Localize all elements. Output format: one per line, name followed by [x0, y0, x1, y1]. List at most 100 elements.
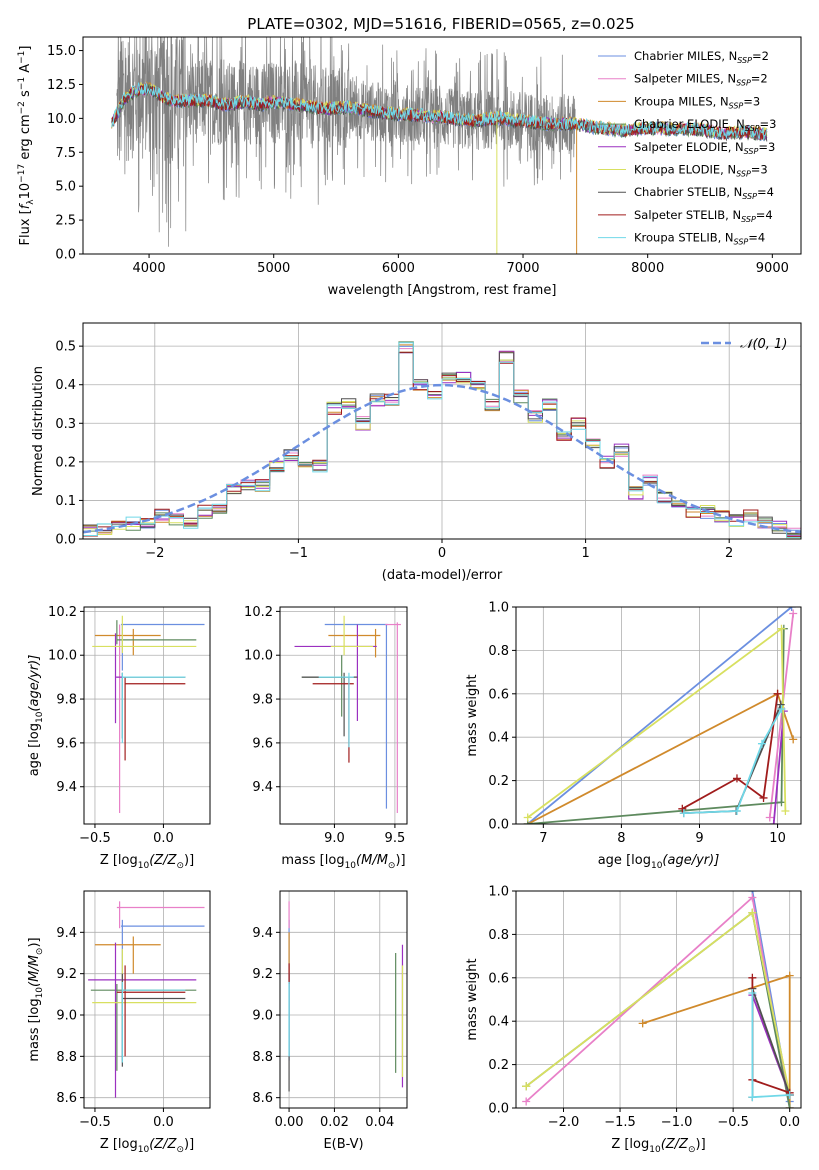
weight-vs-age-marker-7-0	[678, 804, 687, 813]
mass-vs-z-ytick-label: 8.8	[56, 1050, 77, 1065]
age-vs-z-ytick-label: 10.0	[48, 649, 77, 664]
weight-vs-age-marker-8-3	[777, 704, 786, 713]
residuals-ytick-label: 0.3	[55, 417, 76, 432]
spectrum-xtick-label: 6000	[382, 261, 415, 276]
weight-vs-z-ytick-label: 0.4	[488, 1015, 509, 1030]
mass-vs-ebv-ytick-label: 8.6	[252, 1091, 273, 1106]
weight-vs-z-ytick-label: 1.0	[488, 885, 509, 900]
spectrum-ytick-label: 5.0	[55, 180, 76, 195]
weight-vs-z-xtick-label: −1.0	[661, 1115, 693, 1130]
weight-vs-z-marker-8-1	[748, 1093, 757, 1102]
weight-vs-age-ytick-label: 0.4	[488, 731, 509, 746]
weight-vs-age-marker-6-2	[776, 700, 785, 709]
weight-vs-age-marker-7-3	[773, 689, 782, 698]
legend-label-0: Chabrier MILES, NSSP=2	[634, 49, 769, 65]
weight-vs-z-xlabel: Z [log10(Z/Z⊙)]	[611, 1137, 705, 1155]
weight-vs-z-marker-2-0	[638, 1019, 647, 1028]
normal-legend-label: 𝒩(0, 1)	[740, 337, 787, 352]
spectrum-ytick-label: 0.0	[55, 248, 76, 263]
weight-vs-z-marker-2-1	[785, 971, 794, 980]
legend-label-7: Salpeter STELIB, NSSP=4	[634, 208, 773, 224]
spectrum-axes: 4000 5000 6000 7000 8000 9000 0.0 2.5 5.0 7.5 10.0…	[47, 44, 789, 276]
residuals-xtick-label: −2	[145, 546, 164, 561]
residuals-ytick-label: 0.5	[55, 340, 76, 355]
residuals-xtick-label: 1	[581, 546, 589, 561]
mass-vs-z-ytick-label: 9.0	[56, 1009, 77, 1024]
weight-vs-z-frame	[515, 890, 802, 1109]
residuals-ytick-label: 0.2	[55, 455, 76, 470]
weight-vs-age-marker-1-1	[789, 609, 798, 618]
weight-vs-z-marker-3-2	[785, 1104, 794, 1108]
spectrum-xtick-label: 4000	[133, 261, 166, 276]
age-vs-mass-ytick-label: 9.6	[252, 736, 273, 751]
weight-vs-age-xlabel: age [log10(age/yr)]	[598, 853, 720, 871]
legend-label-4: Salpeter ELODIE, NSSP=3	[634, 140, 775, 156]
weight-vs-z-xtick-label: −1.5	[604, 1115, 636, 1130]
weight-vs-age-marker-5-2	[781, 806, 790, 815]
weight-vs-z-line-5	[525, 911, 791, 1096]
mass-vs-ebv-ytick-label: 9.2	[252, 967, 273, 982]
legend-label-8: Kroupa STELIB, NSSP=4	[634, 231, 765, 247]
mass-vs-ebv-ytick-label: 8.8	[252, 1050, 273, 1065]
spectrum-xtick-label: 9000	[756, 261, 789, 276]
weight-vs-age-ytick-label: 0.2	[488, 774, 509, 789]
weight-vs-age-line-0	[527, 607, 793, 824]
weight-vs-age-marker-2-2	[789, 735, 798, 744]
weight-vs-age-marker-7-1	[732, 774, 741, 783]
spectrum-legend: Chabrier MILES, NSSP=2 Salpeter MILES, NS…	[598, 49, 776, 247]
residuals-xtick-label: 2	[725, 546, 733, 561]
spectrum-plot	[111, 37, 768, 254]
age-vs-z-ylabel: age [log10(age/yr)]	[27, 655, 45, 777]
residuals-ylabel: Normed distribution	[31, 366, 46, 496]
spectrum-frame	[82, 36, 802, 255]
mass-vs-ebv-frame	[279, 890, 408, 1109]
legend-label-5: Kroupa ELODIE, NSSP=3	[634, 163, 768, 179]
weight-vs-age-ylabel: mass weight	[465, 674, 480, 756]
age-vs-z-xtick-label: −0.5	[79, 831, 111, 846]
residuals-xtick-label: −1	[289, 546, 308, 561]
age-vs-z-xlabel: Z [log10(Z/Z⊙)]	[100, 853, 194, 871]
weight-vs-age-marker-8-0	[679, 809, 688, 818]
weight-vs-z-line-3	[525, 911, 791, 1108]
spectrum-ytick-label: 2.5	[55, 214, 76, 229]
weight-vs-age-line-8	[683, 708, 783, 814]
weight-vs-z-line-1	[525, 895, 791, 1108]
mass-vs-z-xtick-label: −0.5	[79, 1115, 111, 1130]
age-vs-z-axes: −0.5 0.0 9.4 9.6 9.8 10.0 10.2	[48, 605, 210, 846]
weight-vs-age-line-5	[527, 626, 787, 819]
spectrum-ylabel: Flux [fλ10−17 erg cm−2 s−1 A−1]	[17, 46, 36, 246]
weight-vs-z-marker-8-2	[785, 1090, 794, 1099]
weight-vs-age-line-7	[681, 693, 779, 810]
weight-vs-age-marker-1-0	[765, 813, 774, 822]
mass-vs-z-frame	[83, 890, 211, 1109]
age-vs-z-ytick-label: 9.6	[56, 736, 77, 751]
weight-vs-age-marker-8-2	[757, 739, 766, 748]
weight-vs-z-ylabel: mass weight	[465, 958, 480, 1040]
model-fit-line-4	[111, 85, 768, 141]
spectrum-ytick-label: 15.0	[47, 44, 76, 59]
weight-vs-age-marker-4-0	[769, 820, 778, 824]
mass-vs-ebv-ytick-label: 9.0	[252, 1009, 273, 1024]
weight-vs-z-marker-1-1	[748, 893, 757, 902]
age-vs-mass-frame	[279, 606, 408, 825]
mass-vs-z-ylabel: mass [log10(M/M⊙)]	[27, 937, 45, 1061]
weight-vs-age-ytick-label: 0.8	[488, 644, 509, 659]
model-fit-line-8	[111, 81, 768, 140]
weight-vs-age-xtick-label: 9	[695, 831, 703, 846]
weight-vs-age-xtick-label: 8	[617, 831, 625, 846]
weight-vs-age-xtick-label: 7	[539, 831, 547, 846]
weight-vs-z-xtick-label: −0.5	[717, 1115, 749, 1130]
residuals-ytick-label: 0.1	[55, 494, 76, 509]
weight-vs-age-ytick-label: 1.0	[488, 601, 509, 616]
chart-panels: 4000 5000 6000 7000 8000 90000.02.55.07.510.0…	[17, 36, 802, 1155]
spectrum-xtick-label: 5000	[257, 261, 290, 276]
weight-vs-z-ytick-label: 0.8	[488, 928, 509, 943]
histogram-step-8	[83, 342, 801, 538]
age-vs-mass-xtick-label: 9.5	[385, 831, 406, 846]
age-vs-mass-ytick-label: 10.0	[244, 649, 273, 664]
weight-vs-z-xtick-label: −2.0	[548, 1115, 580, 1130]
weight-vs-age-line-3	[527, 628, 785, 824]
mass-vs-ebv-xlabel: E(B-V)	[323, 1137, 363, 1152]
weight-vs-z-ytick-label: 0.2	[488, 1058, 509, 1073]
